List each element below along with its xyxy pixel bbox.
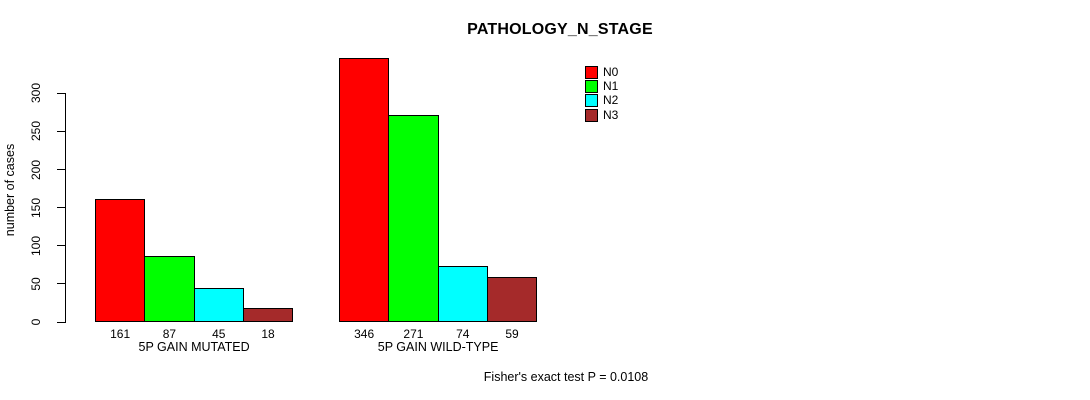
bar-value-label: 346 <box>354 327 375 341</box>
bar-value-label: 59 <box>505 327 519 341</box>
y-tick-label: 50 <box>29 277 43 291</box>
legend-swatch-n2 <box>585 94 598 108</box>
bar-n0-5p-gain-mutated <box>95 199 146 322</box>
bar-n2-5p-gain-mutated <box>193 287 244 322</box>
y-tick-label: 0 <box>29 318 43 326</box>
bar-n1-5p-gain-wild-type <box>388 115 439 322</box>
y-tick <box>56 321 65 323</box>
legend-item-n0: N0 <box>585 66 618 79</box>
y-tick-label: 300 <box>29 83 43 104</box>
bar-value-label: 87 <box>162 327 177 341</box>
legend-label: N3 <box>603 107 619 122</box>
y-tick <box>56 169 65 170</box>
y-tick <box>56 130 65 132</box>
y-tick <box>56 245 65 247</box>
legend-item-n2: N2 <box>585 93 619 108</box>
y-tick-label: 150 <box>29 197 43 218</box>
bar-n3-5p-gain-mutated <box>242 308 294 322</box>
bar-value-label: 74 <box>456 327 470 341</box>
y-tick <box>56 283 65 285</box>
bar-n0-5p-gain-wild-type <box>339 58 390 322</box>
legend-swatch-n1 <box>585 80 598 94</box>
bar-n2-5p-gain-wild-type <box>437 265 488 322</box>
chart-title: PATHOLOGY_N_STAGE <box>467 21 653 38</box>
y-axis-line <box>64 93 66 323</box>
y-axis-label: number of cases <box>3 143 17 237</box>
bar-n3-5p-gain-wild-type <box>486 277 538 322</box>
legend-item-n3: N3 <box>585 107 619 122</box>
y-tick-label: 250 <box>29 121 43 142</box>
bar-value-label: 161 <box>110 327 131 341</box>
legend-item-n1: N1 <box>585 79 619 94</box>
legend-label: N1 <box>603 79 619 94</box>
bar-value-label: 18 <box>261 327 275 341</box>
bar-value-label: 45 <box>212 327 226 341</box>
legend-swatch-n0 <box>585 66 598 79</box>
legend: N0 N1 N2 N3 <box>585 66 675 128</box>
footnote: Fisher's exact test P = 0.0108 <box>483 370 649 384</box>
legend-swatch-n3 <box>585 108 598 122</box>
y-tick <box>56 92 65 94</box>
x-category-label: 5P GAIN WILD-TYPE <box>377 340 499 354</box>
y-tick <box>56 207 65 209</box>
x-category-label: 5P GAIN MUTATED <box>138 340 250 354</box>
y-tick-label: 200 <box>29 159 43 180</box>
y-tick-label: 100 <box>29 235 43 256</box>
bar-n1-5p-gain-mutated <box>144 255 195 322</box>
legend-label: N2 <box>603 93 619 108</box>
bar-value-label: 271 <box>403 327 424 341</box>
legend-label: N0 <box>603 65 619 79</box>
